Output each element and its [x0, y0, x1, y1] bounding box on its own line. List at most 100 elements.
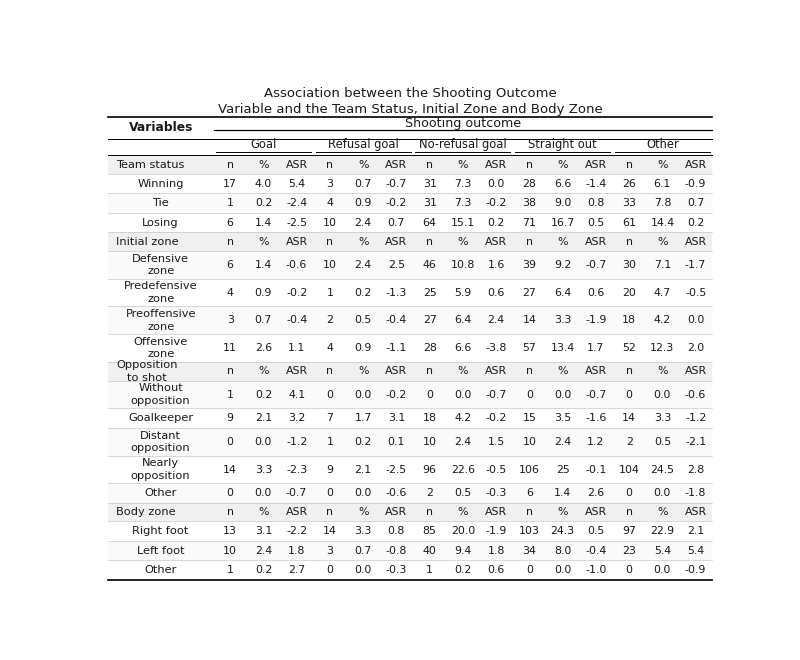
Text: 13: 13 [223, 526, 237, 536]
Bar [108, 362, 712, 381]
Text: 0.0: 0.0 [354, 389, 372, 399]
Text: 9: 9 [326, 465, 334, 475]
Text: ASR: ASR [585, 507, 607, 517]
Bar [108, 541, 712, 560]
Text: n: n [426, 160, 433, 170]
Text: -1.3: -1.3 [386, 288, 407, 298]
Text: 1: 1 [326, 437, 334, 447]
Text: 3.3: 3.3 [254, 465, 272, 475]
Bar [108, 117, 712, 139]
Bar [108, 334, 712, 362]
Text: Defensive
zone: Defensive zone [132, 253, 189, 276]
Text: 1.8: 1.8 [288, 546, 306, 556]
Text: 0.0: 0.0 [554, 565, 571, 575]
Text: 1: 1 [226, 198, 234, 208]
Text: 27: 27 [522, 288, 536, 298]
Bar [108, 483, 712, 503]
Text: 2.4: 2.4 [454, 437, 471, 447]
Text: 5.4: 5.4 [654, 546, 671, 556]
Text: 4.2: 4.2 [654, 315, 671, 325]
Text: -0.2: -0.2 [486, 198, 506, 208]
Text: 31: 31 [422, 198, 437, 208]
Text: 5.4: 5.4 [288, 179, 306, 189]
Text: -1.7: -1.7 [685, 260, 706, 270]
Text: 9.4: 9.4 [454, 546, 471, 556]
Text: 0.2: 0.2 [254, 198, 272, 208]
Text: ASR: ASR [685, 236, 706, 247]
Text: 15: 15 [522, 413, 536, 423]
Text: -0.2: -0.2 [386, 198, 407, 208]
Text: ASR: ASR [485, 366, 507, 376]
Text: n: n [426, 236, 433, 247]
Text: 0.8: 0.8 [388, 526, 405, 536]
Text: 3: 3 [226, 315, 234, 325]
Text: 4.0: 4.0 [254, 179, 272, 189]
Text: ASR: ASR [386, 366, 407, 376]
Text: Straight out: Straight out [528, 138, 597, 151]
Text: 3.3: 3.3 [354, 526, 372, 536]
Text: 10: 10 [422, 437, 437, 447]
Text: 0.7: 0.7 [254, 315, 272, 325]
Text: 8.0: 8.0 [554, 546, 571, 556]
Text: 0: 0 [626, 488, 633, 498]
Text: Offensive
zone: Offensive zone [134, 337, 188, 359]
Text: -0.7: -0.7 [585, 389, 606, 399]
Text: 6.6: 6.6 [554, 179, 571, 189]
Text: 33: 33 [622, 198, 636, 208]
Text: No-refusal goal: No-refusal goal [419, 138, 506, 151]
Text: 0.0: 0.0 [487, 179, 505, 189]
Text: 3: 3 [326, 179, 334, 189]
Bar [108, 139, 712, 155]
Text: 96: 96 [422, 465, 437, 475]
Text: -0.4: -0.4 [386, 315, 407, 325]
Text: 0: 0 [326, 389, 334, 399]
Text: %: % [657, 236, 668, 247]
Text: ASR: ASR [485, 160, 507, 170]
Text: n: n [626, 236, 633, 247]
Text: 4.1: 4.1 [288, 389, 306, 399]
Text: 18: 18 [422, 413, 437, 423]
Text: 0.0: 0.0 [454, 389, 471, 399]
Text: Association between the Shooting Outcome
Variable and the Team Status, Initial Z: Association between the Shooting Outcome… [218, 87, 602, 116]
Text: 0.0: 0.0 [654, 565, 671, 575]
Text: 7.3: 7.3 [454, 198, 471, 208]
Text: 25: 25 [556, 465, 570, 475]
Text: -1.8: -1.8 [685, 488, 706, 498]
Text: n: n [526, 366, 533, 376]
Text: 46: 46 [422, 260, 437, 270]
Text: 0.6: 0.6 [487, 288, 505, 298]
Text: 0: 0 [626, 565, 633, 575]
Text: 0: 0 [626, 389, 633, 399]
Text: 7.8: 7.8 [654, 198, 671, 208]
Bar [108, 155, 712, 174]
Text: 16.7: 16.7 [550, 218, 575, 228]
Text: n: n [526, 507, 533, 517]
Text: -3.8: -3.8 [486, 343, 507, 353]
Text: 3: 3 [326, 546, 334, 556]
Text: 2.7: 2.7 [288, 565, 306, 575]
Text: 0.0: 0.0 [654, 488, 671, 498]
Text: -0.3: -0.3 [386, 565, 407, 575]
Text: %: % [657, 366, 668, 376]
Text: 1.1: 1.1 [288, 343, 306, 353]
Text: 0.7: 0.7 [354, 546, 372, 556]
Text: 0.0: 0.0 [654, 389, 671, 399]
Text: 2.4: 2.4 [354, 260, 372, 270]
Text: 28: 28 [522, 179, 536, 189]
Text: -0.2: -0.2 [286, 288, 307, 298]
Text: 71: 71 [522, 218, 536, 228]
Text: 0.5: 0.5 [354, 315, 372, 325]
Text: 0.0: 0.0 [254, 488, 272, 498]
Text: 0: 0 [226, 488, 234, 498]
Text: -1.9: -1.9 [486, 526, 507, 536]
Text: ASR: ASR [386, 160, 407, 170]
Text: -0.7: -0.7 [486, 389, 507, 399]
Text: Preoffensive
zone: Preoffensive zone [126, 309, 196, 331]
Text: -0.7: -0.7 [286, 488, 307, 498]
Text: 0: 0 [226, 437, 234, 447]
Text: Body zone: Body zone [116, 507, 176, 517]
Text: 2.1: 2.1 [254, 413, 272, 423]
Text: n: n [626, 366, 633, 376]
Text: 31: 31 [422, 179, 437, 189]
Text: 0.2: 0.2 [354, 437, 372, 447]
